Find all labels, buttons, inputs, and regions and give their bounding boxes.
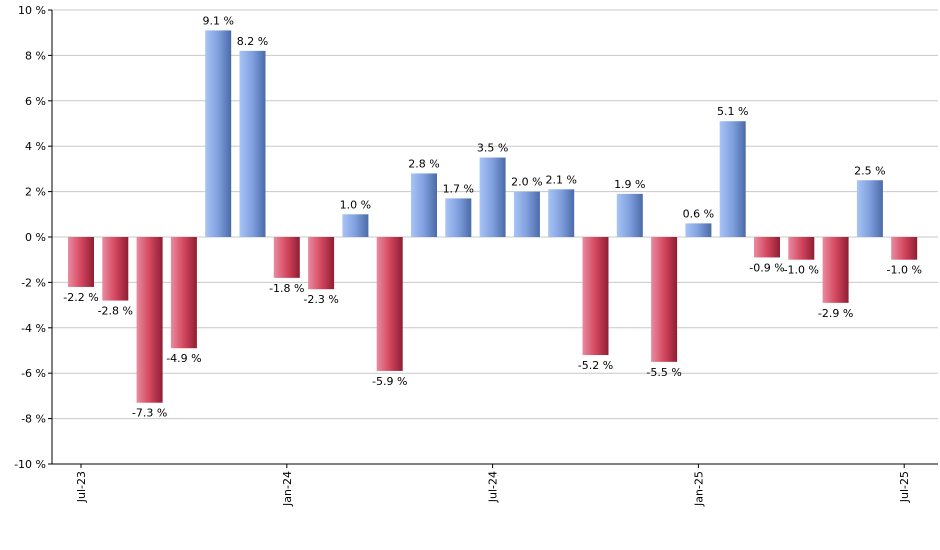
bar-value-label: -5.2 % (578, 359, 613, 372)
x-tick-label: Jul-25 (898, 471, 911, 503)
y-tick-label: 4 % (25, 140, 46, 153)
y-tick-label: -8 % (21, 413, 46, 426)
bar-Sep-24 (548, 189, 575, 237)
bar-Dec-23 (239, 50, 266, 237)
y-tick-label: 6 % (25, 95, 46, 108)
y-tick-label: -6 % (21, 367, 46, 380)
x-tick-label: Jan-25 (692, 471, 705, 507)
bar-value-label: -2.9 % (818, 307, 853, 320)
bar-value-label: 2.0 % (511, 176, 542, 189)
bar-May-25 (822, 237, 849, 303)
x-tick-label: Jul-23 (75, 471, 88, 503)
bar-value-label: 1.7 % (443, 182, 474, 195)
bars (68, 30, 918, 403)
bar-value-label: 1.9 % (614, 178, 645, 191)
bar-Aug-24 (513, 191, 540, 237)
y-tick-label: 0 % (25, 231, 46, 244)
bar-Aug-23 (102, 237, 129, 301)
bar-Mar-25 (754, 237, 780, 258)
bar-Feb-25 (719, 121, 746, 237)
y-tick-label: 2 % (25, 186, 46, 199)
bar-value-label: -4.9 % (166, 352, 201, 365)
bar-Feb-24 (308, 237, 335, 290)
bar-value-label: -5.5 % (646, 366, 681, 379)
bar-Jun-24 (445, 198, 472, 237)
x-tick-label: Jul-24 (487, 471, 500, 503)
bar-value-label: -2.8 % (98, 305, 133, 318)
bar-Jan-24 (273, 237, 300, 278)
bar-value-labels: -2.2 %-2.8 % -7.3 % -4.9 % 9.1 % 8.2 % -1.8 %… (63, 14, 922, 419)
y-tick-label: -4 % (21, 322, 46, 335)
bar-Jul-25 (891, 237, 918, 260)
bar-Jun-25 (856, 180, 883, 237)
bar-value-label: -1.0 % (886, 264, 921, 277)
y-tick-label: -2 % (21, 276, 46, 289)
y-tick-label: 10 % (18, 4, 46, 17)
bar-value-label: 0.6 % (683, 207, 714, 220)
bar-Apr-25 (788, 237, 815, 260)
bar-value-label: -1.8 % (269, 282, 304, 295)
bar-value-label: -7.3 % (132, 407, 167, 420)
bar-Nov-24 (616, 193, 643, 237)
bar-Mar-24 (342, 214, 369, 237)
bar-Apr-24 (376, 237, 403, 371)
bar-value-label: 2.5 % (854, 164, 885, 177)
bar-Sep-23 (136, 237, 163, 403)
y-tick-label: -10 % (14, 458, 46, 471)
bar-value-label: 9.1 % (202, 14, 233, 27)
bar-value-label: 2.8 % (408, 157, 439, 170)
axes (51, 10, 938, 465)
bar-value-label: -1.0 % (784, 264, 819, 277)
bar-value-label: 3.5 % (477, 142, 508, 155)
x-axis-tick-labels: Jul-23 Jan-24 Jul-24 Jan-25 Jul-25 (75, 464, 911, 507)
bar-value-label: 2.1 % (545, 173, 576, 186)
bar-Jul-24 (479, 157, 506, 237)
bar-value-label: -2.3 % (303, 293, 338, 306)
bar-Dec-24 (651, 237, 678, 362)
bar-value-label: -2.2 % (63, 291, 98, 304)
bar-Jan-25 (685, 223, 712, 237)
bar-value-label: 1.0 % (340, 198, 371, 211)
bar-Oct-24 (582, 237, 609, 356)
bar-May-24 (411, 173, 437, 237)
x-tick-label: Jan-24 (281, 471, 294, 507)
bar-value-label: 8.2 % (237, 35, 268, 48)
bar-Nov-23 (205, 30, 232, 238)
y-axis-tick-labels: -10 % -8 % -6 % -4 % -2 % 0 % 2 % 4 % 6 % 8 % 10 % (14, 4, 46, 471)
bar-value-label: -0.9 % (749, 261, 784, 274)
y-tick-label: 8 % (25, 49, 46, 62)
bar-Jul-23 (68, 237, 94, 287)
bar-Oct-23 (170, 237, 197, 349)
bar-value-label: -5.9 % (372, 375, 407, 388)
bar-value-label: 5.1 % (717, 105, 748, 118)
